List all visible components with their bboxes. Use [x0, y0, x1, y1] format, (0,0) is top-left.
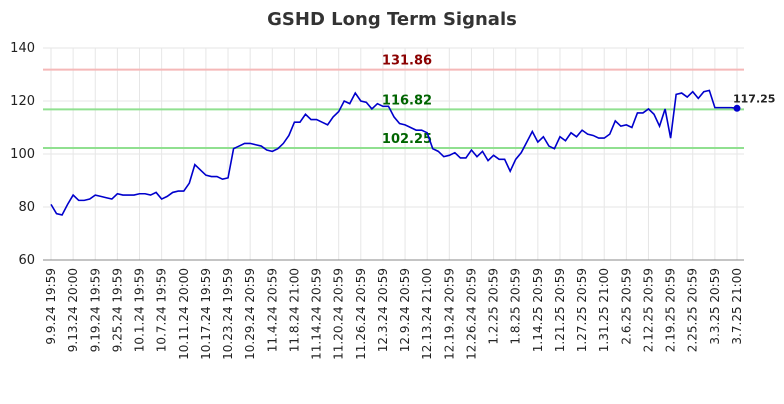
y-tick-label: 140	[10, 41, 35, 56]
x-tick-label: 9.19.24 19:59	[88, 268, 102, 352]
reference-label: 131.86	[382, 54, 432, 69]
x-tick-label: 12.3.24 20:59	[376, 268, 390, 352]
y-tick-label: 120	[10, 94, 35, 109]
x-tick-label: 12.26.24 20:59	[464, 268, 478, 360]
x-tick-label: 11.4.24 20:59	[265, 268, 279, 352]
last-point	[733, 104, 741, 112]
x-tick-label: 1.21.25 20:59	[553, 268, 567, 352]
reference-label: 116.82	[382, 93, 432, 108]
x-tick-label: 11.8.24 21:00	[287, 268, 301, 352]
x-tick-label: 10.11.24 20:00	[177, 268, 191, 360]
x-tick-label: 3.3.25 20:59	[708, 268, 722, 345]
x-tick-label: 10.29.24 20:59	[243, 268, 257, 360]
x-tick-label: 10.1.24 19:59	[133, 268, 147, 352]
x-tick-label: 12.13.24 21:00	[420, 268, 434, 360]
y-tick-label: 80	[18, 200, 35, 215]
x-tick-label: 2.6.25 20:59	[619, 268, 633, 345]
price-line	[50, 89, 738, 216]
x-tick-label: 10.17.24 19:59	[199, 268, 213, 360]
x-tick-label: 9.9.24 19:59	[44, 268, 58, 345]
x-tick-label: 2.19.25 20:59	[664, 268, 678, 352]
x-tick-label: 1.27.25 20:59	[575, 268, 589, 352]
x-tick-label: 10.23.24 19:59	[221, 268, 235, 360]
x-tick-label: 1.31.25 21:00	[597, 268, 611, 352]
x-tick-label: 12.19.24 20:59	[442, 268, 456, 360]
x-tick-label: 1.2.25 20:59	[487, 268, 501, 345]
x-tick-label: 1.14.25 20:59	[531, 268, 545, 352]
x-tick-label: 1.8.25 20:59	[509, 268, 523, 345]
reference-label: 102.25	[382, 132, 432, 147]
x-tick-label: 9.25.24 19:59	[110, 268, 124, 352]
x-tick-label: 11.14.24 20:59	[310, 268, 324, 360]
y-tick-label: 100	[10, 147, 35, 162]
x-tick-label: 2.12.25 20:59	[641, 268, 655, 352]
chart-title: GSHD Long Term Signals	[267, 9, 517, 30]
x-tick-label: 9.13.24 20:00	[66, 268, 80, 352]
x-tick-label: 11.26.24 20:59	[354, 268, 368, 360]
y-tick-label: 60	[18, 253, 35, 268]
x-tick-label: 11.20.24 20:59	[332, 268, 346, 360]
x-tick-label: 10.7.24 19:59	[155, 268, 169, 352]
x-tick-label: 2.25.25 20:59	[686, 268, 700, 352]
x-tick-label: 3.7.25 21:00	[730, 268, 744, 345]
x-tick-label: 12.9.24 20:59	[398, 268, 412, 352]
last-value-label: 117.25	[733, 92, 775, 105]
